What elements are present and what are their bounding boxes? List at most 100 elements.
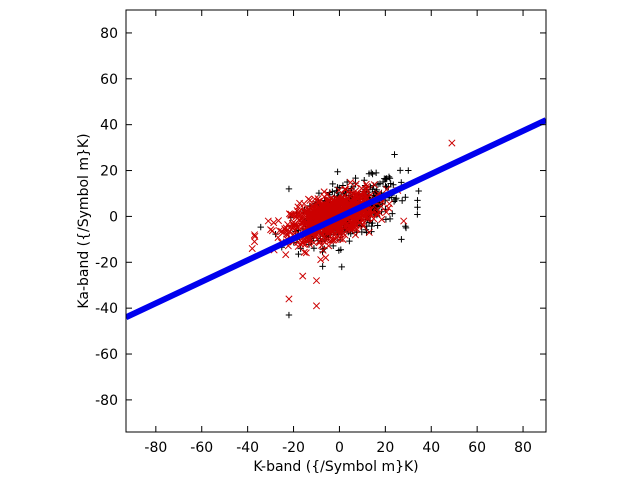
data-point-plus [390,181,397,188]
ticks-layer: -80 -60 -40 -20 0 20 40 60 80 -80 -60 -40 -20 0 20 40 60… [95,10,546,456]
data-point-cross [319,207,327,215]
data-point-cross [292,211,300,219]
y-tick-label: -20 [95,255,118,271]
data-point-cross [382,208,390,216]
data-point-cross [291,226,300,234]
x-tick-label: 40 [422,440,440,456]
data-point-plus [346,237,353,245]
data-point-cross [250,238,259,246]
data-point-cross [351,231,360,239]
data-point-cross [319,246,327,254]
data-point-cross [299,219,307,227]
data-point-cross [328,236,336,244]
data-point-cross [310,231,318,239]
data-point-cross [352,180,360,188]
data-point-cross [274,217,283,225]
data-point-plus [402,224,410,232]
data-point-plus [398,197,406,204]
data-point-cross [377,202,385,210]
data-point-plus [402,223,409,230]
data-point-cross [333,197,341,206]
data-point-cross [352,190,360,198]
data-point-plus [334,184,341,191]
plot-frame [125,9,547,433]
data-point-cross [338,200,346,208]
data-point-cross [352,196,360,204]
data-point-cross [325,242,333,250]
data-point-cross [312,277,321,285]
data-point-cross [363,193,371,201]
data-point-plus [402,194,409,201]
data-point-cross [363,182,371,190]
data-point-cross [365,228,373,237]
data-point-cross [250,231,259,239]
data-point-cross [336,235,344,243]
data-point-cross [339,230,347,238]
data-point-cross [333,233,341,242]
data-point-cross [312,216,320,224]
data-point-cross [297,240,305,248]
data-point-plus [295,250,302,258]
data-point-cross [448,139,456,147]
data-point-cross [321,236,329,244]
x-tick-label: -20 [282,440,305,456]
x-tick-label: 60 [468,440,486,456]
data-point-cross [370,181,378,189]
data-point-plus [285,185,293,193]
x-tick-label: -60 [190,440,213,456]
data-point-plus [415,187,422,195]
data-point-cross [293,223,301,231]
data-point-cross [320,188,328,196]
data-point-plus [319,263,326,270]
data-point-plus [272,230,279,238]
data-point-cross [274,233,282,242]
data-point-plus [396,167,404,174]
y-tick-label: -40 [95,301,118,317]
data-point-plus [372,169,380,177]
data-point-plus [386,215,394,223]
data-point-cross [312,302,321,310]
data-point-cross [352,221,360,229]
data-point-plus [368,228,375,235]
data-point-cross [337,225,345,233]
x-axis-label: K-band ({/Symbol m}K) [253,459,418,475]
data-point-plus [389,210,396,217]
data-point-plus [369,170,376,178]
data-point-cross [310,239,318,247]
data-point-cross [347,219,355,228]
data-point-cross [370,215,378,223]
data-point-cross [299,239,307,248]
data-point-cross [290,218,298,226]
data-point-plus [398,179,405,186]
data-point-cross [363,213,371,221]
data-point-cross [282,251,290,259]
data-point-plus [257,223,264,231]
data-point-cross [300,207,308,215]
data-point-plus [335,247,343,254]
data-point-plus [392,196,399,204]
data-point-cross [284,231,292,239]
data-point-cross [346,179,354,187]
y-tick-label: 40 [100,118,118,134]
data-point-plus [329,180,336,188]
y-tick-label: 20 [100,164,118,180]
x-tick-label: 80 [514,440,532,456]
data-point-cross [302,249,310,257]
data-point-plus [334,168,341,175]
data-point-cross [282,230,291,238]
data-point-plus [285,311,293,319]
data-point-cross [306,212,314,220]
data-point-cross [363,185,371,193]
y-axis-label: Ka-band ({/Symbol m}K) [76,133,92,308]
data-point-plus [414,204,421,211]
data-point-plus [398,236,405,243]
data-point-cross [308,219,316,228]
x-tick-label: -80 [144,440,167,456]
data-point-cross [326,200,334,209]
data-point-cross [275,227,283,235]
data-point-cross [312,209,320,217]
data-point-cross [348,219,357,227]
data-point-plus [369,219,376,227]
fit-line [126,117,546,321]
